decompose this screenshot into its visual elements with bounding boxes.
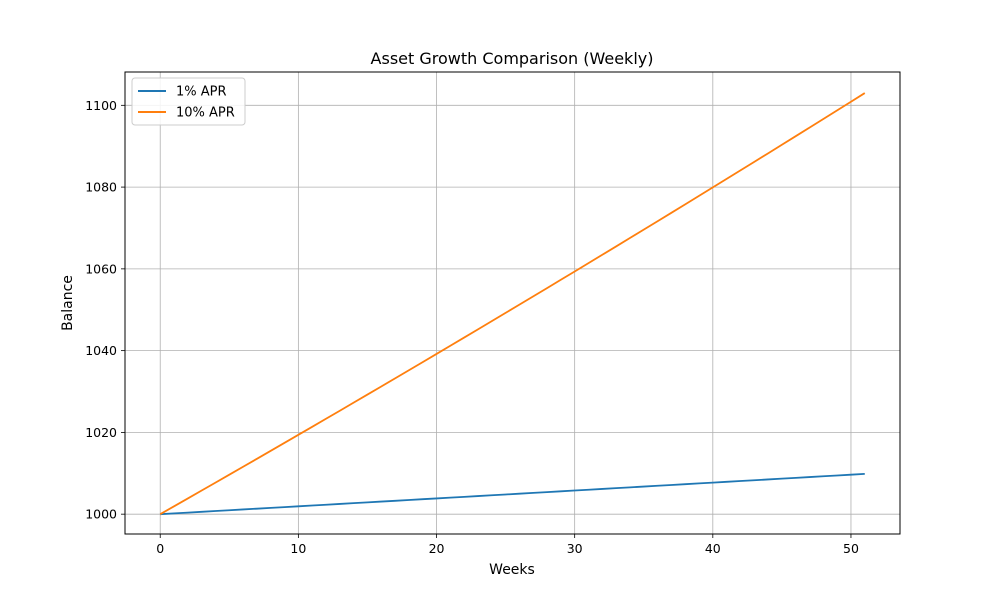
y-tick-label: 1020: [85, 425, 117, 440]
x-tick-label: 10: [290, 541, 306, 556]
x-tick-label: 30: [567, 541, 583, 556]
x-axis-label: Weeks: [489, 562, 535, 578]
plot-area-frame: [124, 71, 901, 535]
y-tick-label: 1060: [85, 261, 117, 276]
y-axis-label: Balance: [60, 275, 76, 331]
y-tick-label: 1100: [85, 98, 117, 113]
grid: [125, 72, 900, 534]
x-tick-label: 50: [843, 541, 859, 556]
series-lines: [159, 92, 866, 516]
y-tick-label: 1080: [85, 180, 117, 195]
series-line-2: [159, 92, 866, 515]
y-tick-label: 1040: [85, 343, 117, 358]
y-tick-label: 1000: [85, 507, 117, 522]
legend-box: [131, 77, 246, 126]
series-line-1: [160, 473, 865, 516]
chart-title: Asset Growth Comparison (Weekly): [371, 49, 654, 68]
x-tick-label: 20: [429, 541, 445, 556]
legend-label: 1% APR: [176, 85, 227, 100]
x-tick-label: 0: [156, 541, 164, 556]
legend: 1% APR 10% APR: [131, 77, 246, 126]
x-tick-label: 40: [705, 541, 721, 556]
legend-label: 10% APR: [176, 106, 235, 121]
